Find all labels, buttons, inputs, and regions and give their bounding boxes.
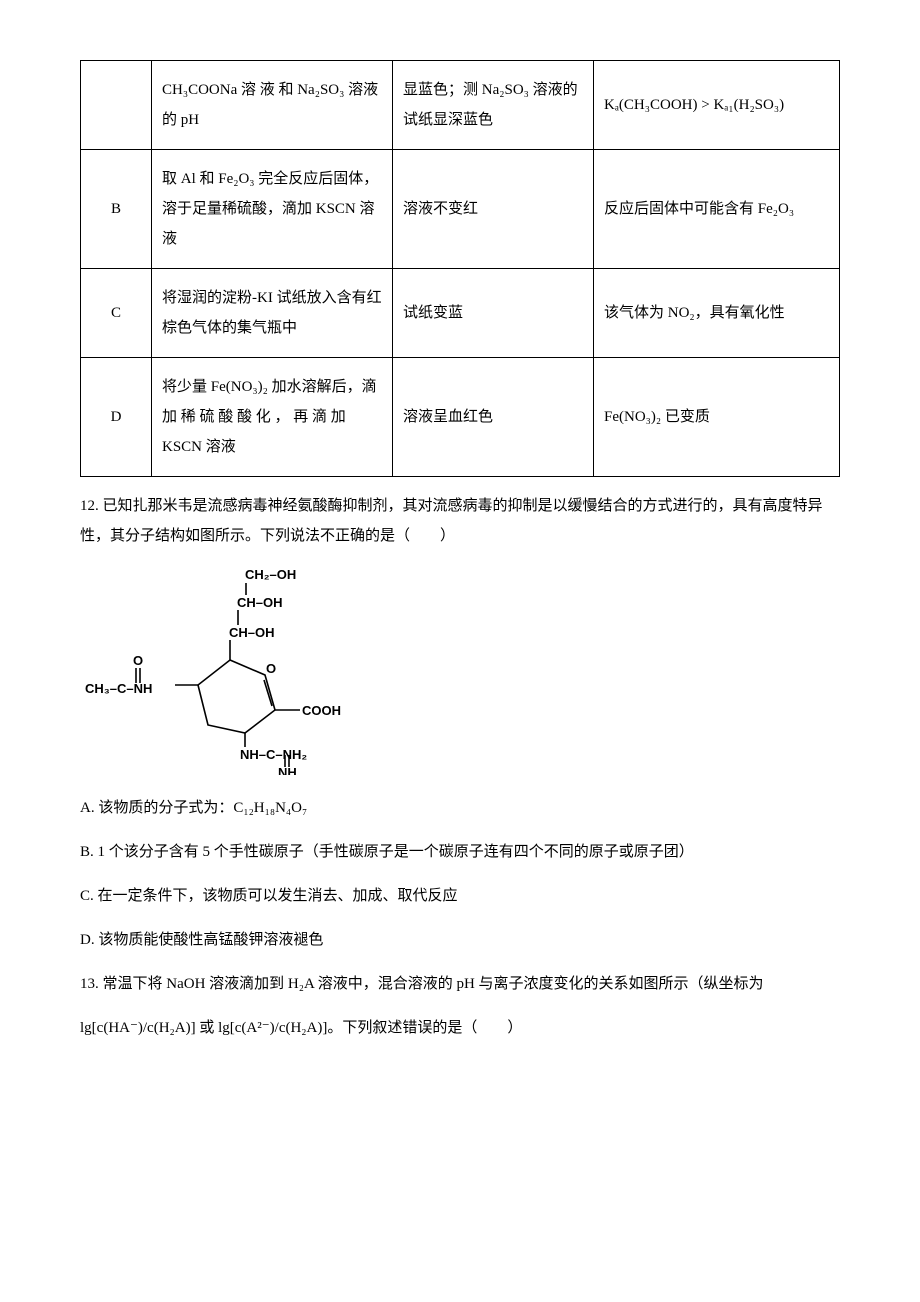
q12-opt-a: A. 该物质的分子式为：C₁₂H₁₈N₄O₇ xyxy=(80,793,840,823)
row-operation: CH₃COONa 溶 液 和 Na₂SO₃ 溶液的 pH xyxy=(152,61,393,150)
lbl-ch2oh: CH₂–OH xyxy=(245,567,296,582)
q12-opt-c: C. 在一定条件下，该物质可以发生消去、加成、取代反应 xyxy=(80,881,840,911)
table-row: B 取 Al 和 Fe₂O₃ 完全反应后固体，溶于足量稀硫酸，滴加 KSCN 溶… xyxy=(81,150,840,269)
q13-stem-b: lg[c(HA⁻)/c(H₂A)] 或 lg[c(A²⁻)/c(H₂A)]。下列… xyxy=(80,1013,840,1043)
table-row: CH₃COONa 溶 液 和 Na₂SO₃ 溶液的 pH 显蓝色；测 Na₂SO… xyxy=(81,61,840,150)
lbl-choh1: CH–OH xyxy=(237,595,283,610)
row-conclusion: Kₐ(CH₃COOH) > Kₐ₁(H₂SO₃) xyxy=(594,61,840,150)
lbl-o-ring: O xyxy=(266,661,276,676)
row-label: C xyxy=(81,269,152,358)
lbl-nhcnh2: NH–C–NH₂ xyxy=(240,747,307,762)
lbl-o-dbl: O xyxy=(133,653,143,668)
row-label xyxy=(81,61,152,150)
molecule-svg: CH₂–OH CH–OH CH–OH CH₃–C–NH O O COOH NH–… xyxy=(80,565,380,775)
lbl-cooh: COOH xyxy=(302,703,341,718)
row-operation: 将湿润的淀粉-KI 试纸放入含有红棕色气体的集气瓶中 xyxy=(152,269,393,358)
table-row: C 将湿润的淀粉-KI 试纸放入含有红棕色气体的集气瓶中 试纸变蓝 该气体为 N… xyxy=(81,269,840,358)
row-conclusion: 该气体为 NO₂，具有氧化性 xyxy=(594,269,840,358)
table-row: D 将少量 Fe(NO₃)₂ 加水溶解后，滴 加 稀 硫 酸 酸 化 ， 再 滴… xyxy=(81,358,840,477)
row-phenomenon: 显蓝色；测 Na₂SO₃ 溶液的试纸显深蓝色 xyxy=(393,61,594,150)
row-phenomenon: 溶液呈血红色 xyxy=(393,358,594,477)
experiment-table: CH₃COONa 溶 液 和 Na₂SO₃ 溶液的 pH 显蓝色；测 Na₂SO… xyxy=(80,60,840,477)
row-phenomenon: 试纸变蓝 xyxy=(393,269,594,358)
row-phenomenon: 溶液不变红 xyxy=(393,150,594,269)
row-operation: 将少量 Fe(NO₃)₂ 加水溶解后，滴 加 稀 硫 酸 酸 化 ， 再 滴 加… xyxy=(152,358,393,477)
row-conclusion: Fe(NO₃)₂ 已变质 xyxy=(594,358,840,477)
lbl-ch3cnh: CH₃–C–NH xyxy=(85,681,152,696)
q12-opt-d: D. 该物质能使酸性高锰酸钾溶液褪色 xyxy=(80,925,840,955)
row-label: B xyxy=(81,150,152,269)
q13-stem-a: 13. 常温下将 NaOH 溶液滴加到 H₂A 溶液中，混合溶液的 pH 与离子… xyxy=(80,969,840,999)
q12-structure: CH₂–OH CH–OH CH–OH CH₃–C–NH O O COOH NH–… xyxy=(80,565,840,775)
lbl-nh-dbl: NH xyxy=(278,765,297,775)
lbl-choh2: CH–OH xyxy=(229,625,275,640)
row-operation: 取 Al 和 Fe₂O₃ 完全反应后固体，溶于足量稀硫酸，滴加 KSCN 溶液 xyxy=(152,150,393,269)
q12-stem: 12. 已知扎那米韦是流感病毒神经氨酸酶抑制剂，其对流感病毒的抑制是以缓慢结合的… xyxy=(80,491,840,551)
q12-opt-b: B. 1 个该分子含有 5 个手性碳原子（手性碳原子是一个碳原子连有四个不同的原… xyxy=(80,837,840,867)
row-conclusion: 反应后固体中可能含有 Fe₂O₃ xyxy=(594,150,840,269)
row-label: D xyxy=(81,358,152,477)
